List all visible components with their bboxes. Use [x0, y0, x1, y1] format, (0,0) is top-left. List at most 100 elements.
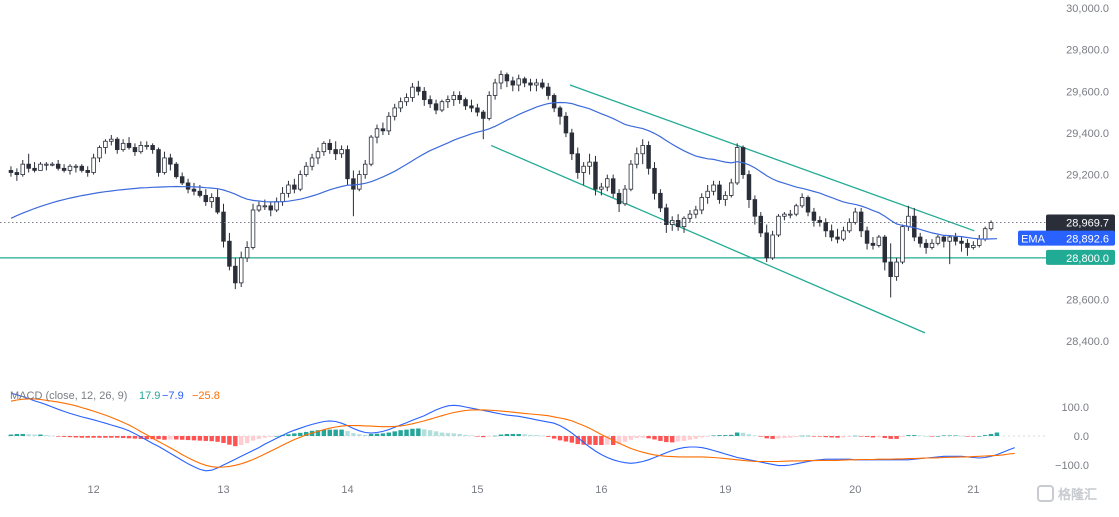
candle-body-down — [504, 74, 510, 82]
candle — [758, 212, 764, 238]
macd-axis-tick-label: 100.0 — [1061, 402, 1089, 414]
candle — [675, 214, 681, 231]
macd-histogram-bar — [368, 433, 374, 436]
candle-body-down — [717, 184, 722, 200]
candle-body-up — [971, 244, 976, 248]
candle-body-up — [788, 213, 793, 216]
candle-body-up — [640, 145, 645, 155]
candle-body-down — [817, 219, 823, 223]
macd-histogram-bar — [616, 436, 622, 445]
macd-histogram-bar — [581, 436, 586, 445]
candle — [658, 189, 663, 213]
macd-signal-line — [10, 398, 1015, 468]
macd-histogram-bar — [971, 436, 976, 437]
candle — [14, 168, 20, 181]
macd-histogram-bar — [941, 435, 947, 437]
macd-histogram-bar — [126, 436, 132, 439]
macd-histogram-bar — [162, 436, 167, 440]
macd-histogram-bar — [551, 436, 557, 439]
candle-body-up — [723, 195, 728, 200]
candle — [864, 226, 870, 250]
candle-body-up — [120, 142, 126, 150]
candle — [534, 78, 539, 92]
candle-body-down — [132, 147, 138, 153]
candle-body-down — [528, 82, 533, 86]
macd-legend-macd-value: −7.9 — [162, 390, 184, 402]
macd-axis-tick-label: −100.0 — [1055, 460, 1089, 472]
candle — [947, 234, 952, 265]
ema-layer — [10, 101, 998, 240]
candle — [776, 214, 781, 238]
macd-axis-tick-label: 0.0 — [1074, 431, 1089, 443]
trend-channel-layer — [490, 84, 975, 334]
macd-histogram-bar — [912, 435, 917, 436]
candle — [445, 95, 451, 108]
candle-body-down — [823, 222, 828, 232]
macd-histogram-bar — [640, 436, 645, 438]
candle — [292, 178, 297, 194]
macd-histogram-bar — [853, 435, 858, 437]
candle-body-up — [339, 149, 344, 155]
macd-histogram-bar — [988, 433, 994, 436]
candle-body-down — [215, 197, 220, 213]
candle — [941, 234, 947, 248]
macd-line — [10, 392, 1015, 472]
macd-histogram-bar — [894, 436, 899, 439]
candle-body-up — [386, 115, 392, 132]
candle — [91, 153, 96, 175]
time-axis-layer: 12 13 14 15 16 19 20 21 — [87, 484, 979, 496]
candle — [516, 74, 521, 92]
macd-histogram-bar — [929, 436, 935, 437]
candle — [256, 201, 262, 213]
macd-histogram-bar — [262, 436, 268, 438]
macd-histogram-bar — [244, 436, 250, 444]
candle — [717, 180, 722, 204]
macd-histogram-bar — [504, 433, 510, 436]
macd-histogram-bar — [445, 433, 451, 436]
candle — [628, 160, 634, 192]
candle — [729, 178, 734, 198]
candle-body-down — [575, 153, 580, 173]
candle-body-up — [274, 201, 279, 211]
candle-body-up — [97, 147, 102, 159]
candle — [463, 97, 468, 111]
macd-histogram-bar — [770, 436, 775, 439]
candle-body-down — [174, 163, 179, 178]
candle — [321, 141, 327, 156]
candle-body-down — [475, 107, 480, 113]
candle-body-up — [599, 186, 604, 190]
candle-body-down — [203, 195, 209, 203]
candle — [977, 234, 982, 248]
watermark-logo-icon — [1037, 485, 1054, 502]
candle-body-up — [404, 97, 409, 103]
macd-histogram-bar — [829, 436, 834, 438]
macd-histogram-bar — [492, 435, 498, 437]
candle-body-down — [616, 192, 622, 205]
candle-body-up — [587, 161, 592, 167]
macd-histogram-bar — [841, 436, 846, 438]
candle-body-up — [841, 230, 846, 240]
candle-body-down — [333, 149, 338, 155]
macd-histogram-bar — [935, 436, 941, 437]
candle-body-up — [876, 236, 882, 246]
candle-body-down — [185, 182, 191, 190]
candle-body-up — [581, 165, 586, 173]
ema-value-label: 28,892.6 — [1066, 234, 1109, 246]
candle — [935, 234, 941, 246]
macd-histogram-bar — [286, 434, 291, 436]
candle — [876, 234, 882, 248]
support-value-tag — [1046, 249, 1115, 265]
candle-body-up — [799, 197, 805, 207]
candle — [652, 162, 657, 200]
candle-body-up — [947, 236, 952, 242]
macd-histogram-bar — [652, 436, 657, 440]
candle — [599, 182, 604, 196]
candle — [368, 135, 374, 167]
macd-histogram-bar — [91, 436, 96, 438]
macd-histogram-bar — [168, 436, 173, 440]
macd-histogram-bar — [847, 436, 852, 437]
candle — [162, 151, 167, 175]
candle-body-down — [569, 132, 575, 155]
candle — [734, 143, 740, 185]
